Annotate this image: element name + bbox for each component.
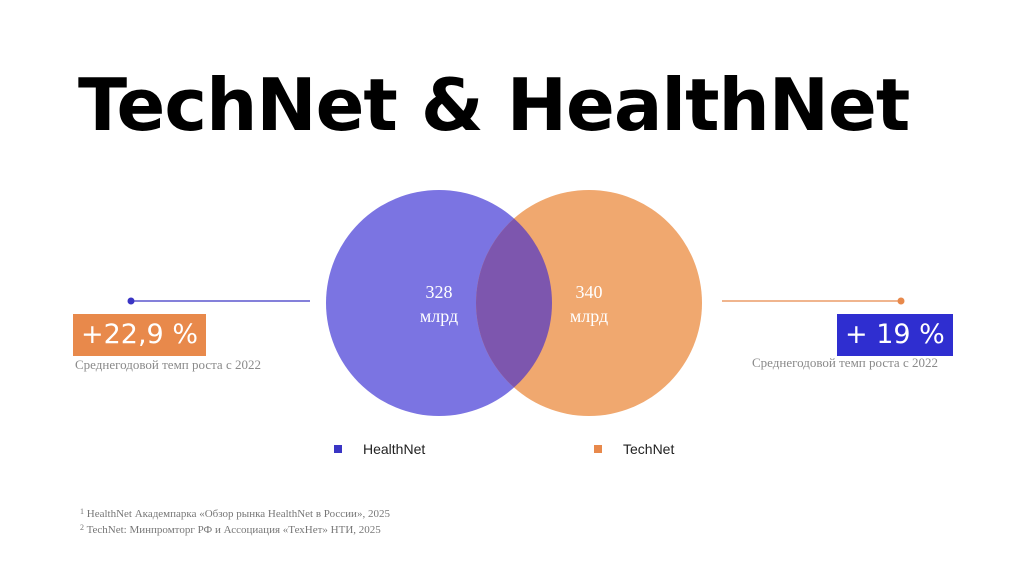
overlap-region <box>476 190 552 416</box>
legend-item-technet: TechNet <box>594 441 674 457</box>
footnote-2-marker: 2 <box>80 523 84 532</box>
left-connector-dot <box>127 297 135 305</box>
healthnet-value: 328 <box>426 282 453 302</box>
technet-swatch-icon <box>594 445 602 453</box>
healthnet-unit: млрд <box>420 306 458 326</box>
left-growth-caption: Среднегодовой темп роста с 2022 <box>75 357 261 372</box>
slide-title: TechNet & HealthNet <box>78 63 910 147</box>
footnote-1: 1 HealthNet Академпарка «Обзор рынка Hea… <box>80 505 390 521</box>
footnote-2-text: TechNet: Минпромторг РФ и Ассоциация «Те… <box>86 524 381 536</box>
footnotes: 1 HealthNet Академпарка «Обзор рынка Hea… <box>80 505 390 537</box>
technet-unit: млрд <box>570 306 608 326</box>
legend-item-healthnet: HealthNet <box>334 441 425 457</box>
legend-label-healthnet: HealthNet <box>363 441 426 457</box>
right-growth-badge: + 19 % <box>837 314 953 356</box>
footnote-1-text: HealthNet Академпарка «Обзор рынка Healt… <box>86 508 390 520</box>
left-growth-badge: +22,9 % <box>73 314 206 356</box>
right-growth-caption: Среднегодовой темп роста с 2022 <box>752 355 938 370</box>
footnote-1-marker: 1 <box>80 507 84 516</box>
healthnet-swatch-icon <box>334 445 342 453</box>
footnote-2: 2 TechNet: Минпромторг РФ и Ассоциация «… <box>80 521 390 537</box>
technet-value: 340 <box>576 282 603 302</box>
right-connector-dot <box>897 297 905 305</box>
legend-label-technet: TechNet <box>623 441 675 457</box>
